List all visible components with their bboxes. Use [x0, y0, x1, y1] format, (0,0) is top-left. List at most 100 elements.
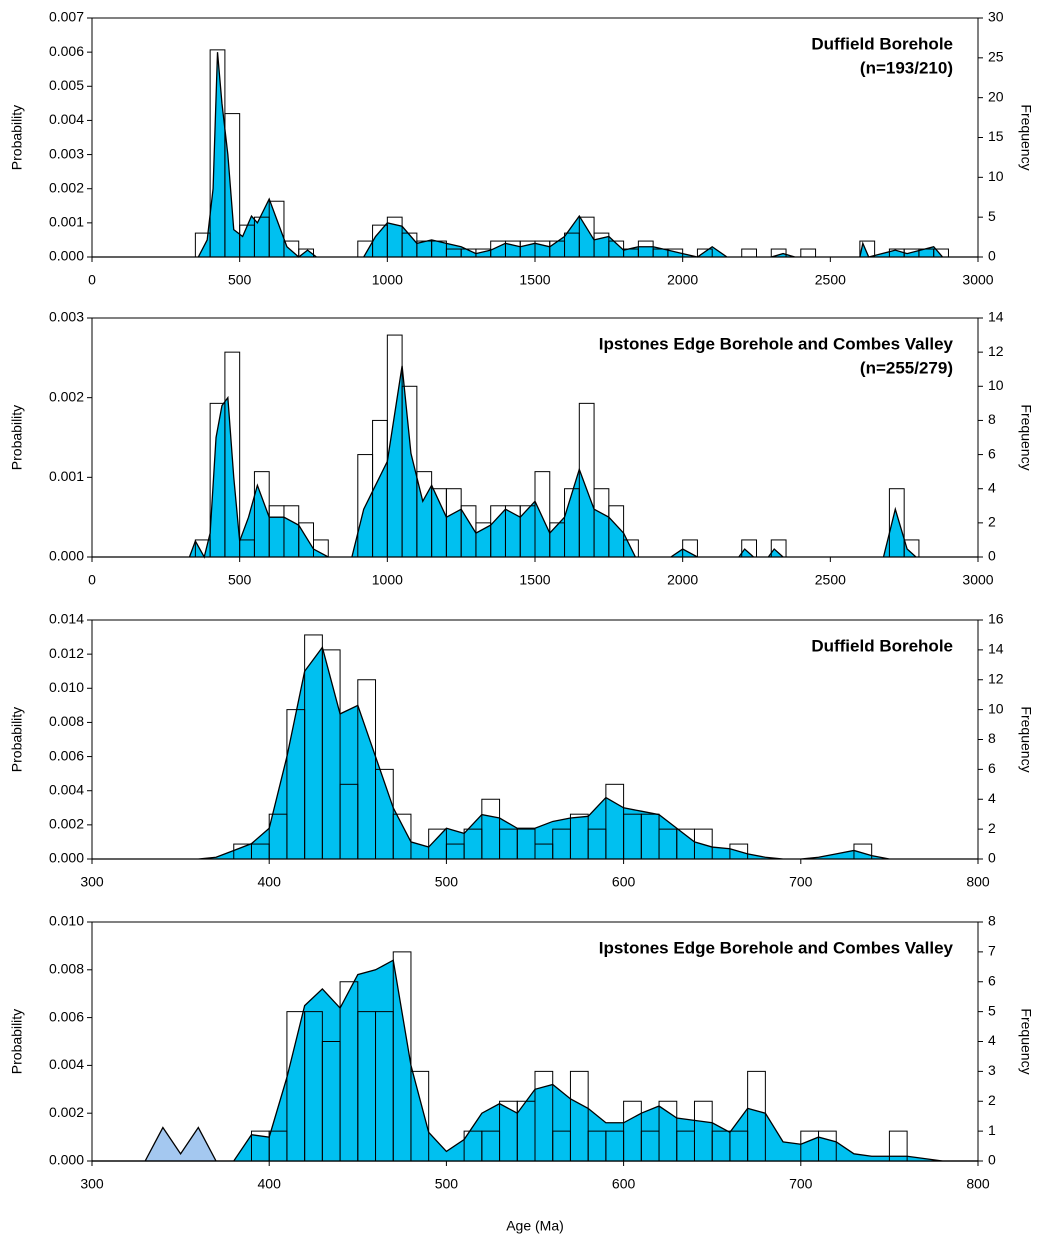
y2-tick-label: 5 — [988, 208, 996, 224]
y2-tick-label: 6 — [988, 760, 996, 776]
y2-tick-label: 8 — [988, 913, 996, 929]
y-tick-label: 0.008 — [49, 713, 84, 729]
chart-title: Duffield Borehole — [811, 636, 953, 655]
x-axis-label: Age (Ma) — [506, 1218, 564, 1234]
y2-tick-label: 4 — [988, 790, 996, 806]
y2-tick-label: 8 — [988, 411, 996, 427]
y2-tick-label: 4 — [988, 1032, 996, 1048]
y2-axis-label: Frequency — [1018, 404, 1034, 470]
x-tick-label: 1500 — [519, 272, 550, 288]
y2-tick-label: 6 — [988, 445, 996, 461]
y-tick-label: 0.008 — [49, 961, 84, 977]
y2-tick-label: 15 — [988, 128, 1004, 144]
y2-tick-label: 2 — [988, 820, 996, 836]
x-tick-label: 1000 — [372, 572, 403, 588]
y-tick-label: 0.003 — [49, 309, 84, 325]
plot-frame — [91, 619, 979, 860]
y2-tick-label: 4 — [988, 479, 996, 495]
x-tick-label: 300 — [80, 874, 104, 890]
x-tick-label: 800 — [966, 874, 990, 890]
y-tick-label: 0.012 — [49, 645, 84, 661]
y-tick-label: 0.004 — [49, 781, 84, 797]
y2-tick-label: 7 — [988, 943, 996, 959]
x-tick-label: 3000 — [962, 272, 993, 288]
y-tick-label: 0.002 — [49, 816, 84, 832]
x-tick-label: 500 — [228, 272, 252, 288]
y2-axis-label: Frequency — [1018, 1008, 1034, 1074]
x-tick-label: 500 — [435, 874, 459, 890]
chart-subtitle: (n=193/210) — [860, 58, 953, 77]
y2-tick-label: 12 — [988, 343, 1004, 359]
y-tick-label: 0.003 — [49, 145, 84, 161]
x-tick-label: 1500 — [519, 572, 550, 588]
y-tick-label: 0.006 — [49, 1008, 84, 1024]
y2-tick-label: 3 — [988, 1062, 996, 1078]
y2-tick-label: 6 — [988, 972, 996, 988]
y-tick-label: 0.004 — [49, 1056, 84, 1072]
chart-title: Duffield Borehole — [811, 34, 953, 53]
y2-tick-label: 10 — [988, 377, 1004, 393]
x-tick-label: 0 — [88, 572, 96, 588]
x-tick-label: 700 — [789, 1176, 813, 1192]
y-tick-label: 0.000 — [49, 1152, 84, 1168]
y-tick-label: 0.010 — [49, 913, 84, 929]
y2-tick-label: 2 — [988, 1092, 996, 1108]
y2-tick-label: 8 — [988, 730, 996, 746]
y2-tick-label: 30 — [988, 9, 1004, 25]
y2-axis-label: Frequency — [1018, 104, 1034, 170]
y-tick-label: 0.001 — [49, 214, 84, 230]
y-axis-label: Probability — [9, 1009, 25, 1074]
x-tick-label: 2500 — [815, 572, 846, 588]
y-axis-label: Probability — [9, 405, 25, 470]
y2-tick-label: 0 — [988, 1152, 996, 1168]
chart-title: Ipstones Edge Borehole and Combes Valley — [599, 938, 954, 957]
x-tick-label: 600 — [612, 874, 636, 890]
y2-tick-label: 2 — [988, 514, 996, 530]
y2-tick-label: 25 — [988, 49, 1004, 65]
x-tick-label: 1000 — [372, 272, 403, 288]
y2-tick-label: 5 — [988, 1002, 996, 1018]
y2-tick-label: 0 — [988, 548, 996, 564]
y2-tick-label: 0 — [988, 248, 996, 264]
x-tick-label: 500 — [435, 1176, 459, 1192]
chart-subtitle: (n=255/279) — [860, 358, 953, 377]
x-tick-label: 400 — [258, 1176, 282, 1192]
y2-tick-label: 16 — [988, 611, 1004, 627]
y-tick-label: 0.001 — [49, 468, 84, 484]
x-tick-label: 700 — [789, 874, 813, 890]
x-tick-label: 2000 — [667, 272, 698, 288]
x-tick-label: 600 — [612, 1176, 636, 1192]
x-tick-label: 400 — [258, 874, 282, 890]
y-tick-label: 0.005 — [49, 77, 84, 93]
x-tick-label: 0 — [88, 272, 96, 288]
x-tick-label: 500 — [228, 572, 252, 588]
y-tick-label: 0.004 — [49, 111, 84, 127]
y-tick-label: 0.007 — [49, 9, 84, 25]
y2-tick-label: 0 — [988, 850, 996, 866]
y-tick-label: 0.002 — [49, 179, 84, 195]
y2-tick-label: 1 — [988, 1122, 996, 1138]
y2-tick-label: 20 — [988, 88, 1004, 104]
histogram-bar — [741, 248, 758, 258]
y-tick-label: 0.006 — [49, 43, 84, 59]
chart-title: Ipstones Edge Borehole and Combes Valley — [599, 334, 954, 353]
y-tick-label: 0.000 — [49, 548, 84, 564]
x-tick-label: 3000 — [962, 572, 993, 588]
y2-tick-label: 10 — [988, 168, 1004, 184]
y-tick-label: 0.000 — [49, 248, 84, 264]
x-tick-label: 300 — [80, 1176, 104, 1192]
y-tick-label: 0.014 — [49, 611, 84, 627]
y2-tick-label: 10 — [988, 700, 1004, 716]
y-tick-label: 0.002 — [49, 1104, 84, 1120]
y-tick-label: 0.002 — [49, 388, 84, 404]
y2-tick-label: 14 — [988, 309, 1004, 325]
x-tick-label: 2000 — [667, 572, 698, 588]
x-tick-label: 800 — [966, 1176, 990, 1192]
y-tick-label: 0.000 — [49, 850, 84, 866]
y2-tick-label: 12 — [988, 670, 1004, 686]
x-tick-label: 2500 — [815, 272, 846, 288]
y-axis-label: Probability — [9, 105, 25, 170]
y-tick-label: 0.006 — [49, 747, 84, 763]
y-tick-label: 0.010 — [49, 679, 84, 695]
